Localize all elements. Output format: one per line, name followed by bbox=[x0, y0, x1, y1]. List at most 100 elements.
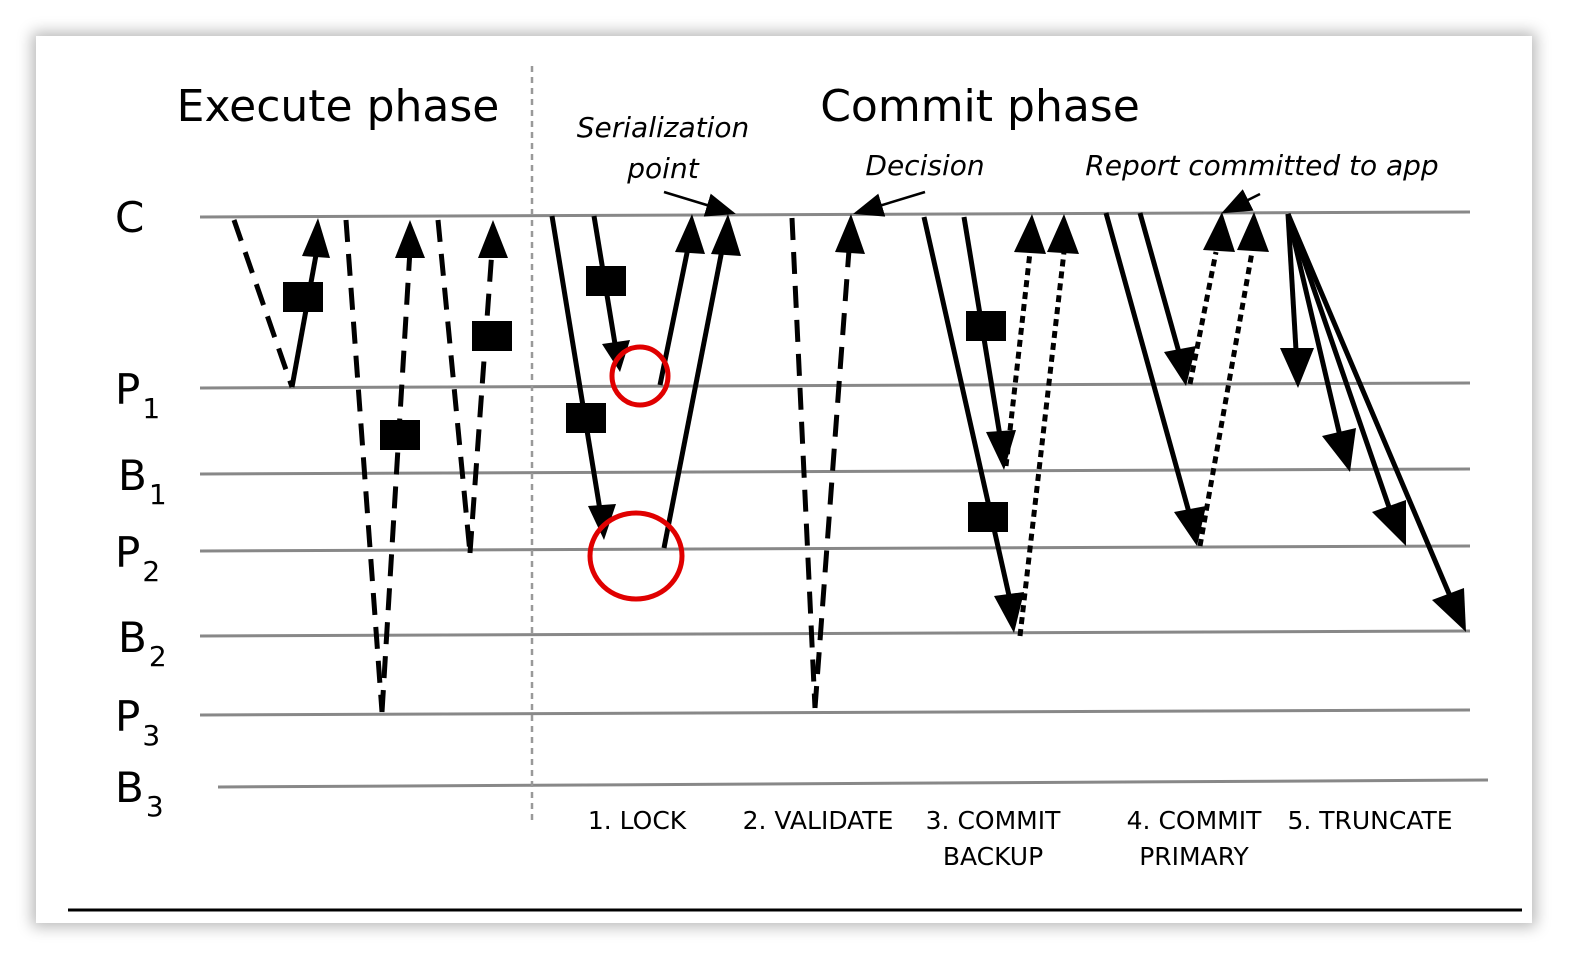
commit-backup-arrowheads bbox=[986, 214, 1079, 633]
commit-backup-block-2 bbox=[968, 502, 1008, 532]
truncate-arrowheads bbox=[1280, 348, 1466, 632]
execute-arrowhead-1 bbox=[302, 218, 330, 258]
commit-primary-ack-p2 bbox=[1197, 251, 1255, 547]
lock-arrowhead-c2 bbox=[711, 214, 741, 256]
step-commit-backup-label-line1: 3. COMMIT bbox=[926, 806, 1061, 835]
commit-primary-arrows bbox=[1103, 212, 1193, 517]
truncate-to-p2 bbox=[1285, 213, 1393, 511]
row-label-b1: B1 bbox=[118, 451, 167, 511]
commit-primary-request-p1 bbox=[1137, 212, 1183, 357]
lock-arrows bbox=[549, 215, 725, 549]
validate-request-p3 bbox=[789, 217, 818, 709]
serialization-circle-p2 bbox=[587, 510, 685, 602]
row-label-b2: B2 bbox=[118, 613, 167, 673]
step-validate-label: 2. VALIDATE bbox=[743, 806, 894, 835]
execute-block-3 bbox=[472, 321, 512, 351]
truncate-arrowhead-b2 bbox=[1432, 588, 1466, 632]
lock-block-1 bbox=[586, 266, 626, 296]
execute-block-1 bbox=[283, 282, 323, 312]
lock-arrowhead-p2 bbox=[588, 504, 616, 540]
truncate-arrowhead-p1 bbox=[1280, 348, 1314, 388]
row-labels: C P1 B1 P2 B2 P3 B3 bbox=[115, 193, 167, 823]
truncate-arrowhead-p2 bbox=[1372, 500, 1406, 546]
timeline-p1 bbox=[199, 381, 1471, 390]
execute-request-p1 bbox=[231, 219, 295, 388]
lock-arrowhead-c1 bbox=[675, 214, 705, 254]
commit-backup-blocks bbox=[966, 311, 1008, 532]
truncate-to-p1 bbox=[1285, 213, 1299, 351]
lock-request-p2 bbox=[549, 215, 603, 511]
execute-arrows bbox=[231, 219, 495, 713]
commit-primary-acks bbox=[1187, 251, 1255, 547]
truncate-to-b2 bbox=[1285, 213, 1453, 597]
commit-backup-ack-b2 bbox=[1017, 251, 1067, 637]
commit-primary-arrowhead-c2 bbox=[1237, 212, 1269, 252]
execute-reply-p2 bbox=[467, 249, 495, 554]
execute-phase-title: Execute phase bbox=[177, 81, 500, 132]
timeline-b3 bbox=[217, 778, 1489, 789]
figure-frame bbox=[36, 36, 1532, 923]
execute-arrowhead-2 bbox=[395, 220, 425, 258]
decision-pointer bbox=[853, 190, 926, 217]
lock-arrowheads bbox=[588, 214, 741, 540]
lock-block-2 bbox=[566, 403, 606, 433]
serialization-circle-p1 bbox=[609, 344, 671, 408]
commit-backup-arrows bbox=[921, 216, 1013, 601]
commit-backup-arrowhead-c1 bbox=[1014, 214, 1046, 254]
commit-primary-ack-p1 bbox=[1187, 251, 1219, 385]
execute-request-p3 bbox=[343, 219, 385, 713]
row-label-b3: B3 bbox=[115, 763, 164, 823]
row-label-p3: P3 bbox=[115, 692, 160, 752]
report-committed-label: Report committed to app bbox=[1085, 149, 1438, 182]
commit-primary-arrowhead-p2 bbox=[1174, 506, 1206, 546]
row-label-p1: P1 bbox=[115, 365, 160, 425]
validate-arrowhead bbox=[835, 214, 865, 254]
execute-arrowhead-3 bbox=[478, 220, 508, 258]
execute-blocks bbox=[283, 282, 512, 450]
validate-reply-p3 bbox=[812, 249, 852, 709]
commit-phase-title: Commit phase bbox=[820, 81, 1140, 132]
row-label-c: C bbox=[115, 193, 144, 242]
decision-label: Decision bbox=[865, 149, 984, 182]
commit-backup-arrowhead-b2 bbox=[994, 592, 1024, 633]
timelines bbox=[199, 210, 1489, 789]
validate-arrows bbox=[789, 217, 852, 709]
timeline-b2 bbox=[199, 629, 1471, 638]
execute-reply-p1 bbox=[289, 243, 321, 388]
serialization-point-label-line1: Serialization bbox=[577, 111, 750, 144]
execute-request-p2 bbox=[435, 219, 473, 554]
lock-blocks bbox=[566, 266, 626, 433]
timeline-p2 bbox=[199, 544, 1471, 553]
timeline-b1 bbox=[199, 467, 1471, 476]
commit-backup-arrowhead-b1 bbox=[986, 430, 1016, 470]
step-lock-label: 1. LOCK bbox=[588, 806, 687, 835]
step-commit-primary-label-line2: PRIMARY bbox=[1139, 842, 1249, 871]
commit-backup-request-b2 bbox=[921, 216, 1013, 601]
serialization-pointer bbox=[663, 190, 736, 217]
truncate-arrowhead-b1 bbox=[1322, 428, 1356, 472]
execute-arrowheads bbox=[302, 218, 508, 258]
step-truncate-label: 5. TRUNCATE bbox=[1287, 806, 1452, 835]
commit-primary-arrowheads bbox=[1164, 212, 1269, 546]
step-labels: 1. LOCK 2. VALIDATE 3. COMMIT BACKUP 4. … bbox=[588, 806, 1453, 871]
timeline-c bbox=[199, 210, 1471, 219]
commit-backup-arrowhead-c2 bbox=[1047, 214, 1079, 254]
commit-primary-arrowhead-p1 bbox=[1164, 346, 1196, 386]
execute-block-2 bbox=[380, 420, 420, 450]
report-pointer bbox=[1221, 189, 1261, 214]
serialization-point-label-line2: point bbox=[626, 152, 699, 185]
commit-backup-block-1 bbox=[966, 311, 1006, 341]
timeline-p3 bbox=[199, 708, 1471, 717]
lock-arrowhead-p1 bbox=[602, 340, 630, 372]
truncate-to-b1 bbox=[1285, 213, 1343, 437]
step-commit-primary-label-line1: 4. COMMIT bbox=[1127, 806, 1262, 835]
commit-primary-request-p2 bbox=[1103, 212, 1193, 517]
execute-reply-p3 bbox=[379, 249, 413, 713]
commit-backup-acks bbox=[1003, 251, 1067, 637]
annotation-pointers bbox=[663, 189, 1261, 217]
step-commit-backup-label-line2: BACKUP bbox=[943, 842, 1043, 871]
truncate-arrows bbox=[1285, 213, 1453, 597]
lock-reply-p2 bbox=[661, 249, 725, 549]
row-label-p2: P2 bbox=[115, 528, 160, 588]
